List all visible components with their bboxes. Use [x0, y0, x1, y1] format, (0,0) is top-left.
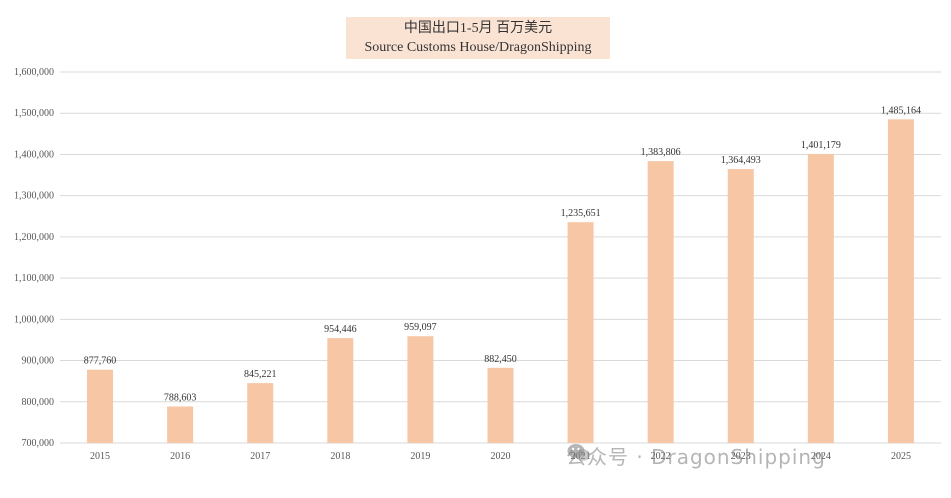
data-label: 1,485,164	[881, 105, 921, 116]
y-tick-label: 1,400,000	[14, 149, 54, 160]
y-tick-label: 1,200,000	[14, 232, 54, 243]
y-tick-label: 1,600,000	[14, 67, 54, 78]
bar-2015	[87, 369, 114, 443]
x-tick-label: 2017	[250, 451, 270, 462]
y-tick-label: 900,000	[22, 356, 55, 367]
y-tick-label: 700,000	[22, 438, 55, 449]
chart-subtitle: Source Customs House/DragonShipping	[364, 40, 592, 55]
data-label: 1,235,651	[561, 208, 601, 219]
watermark: 公众号 · DragonShipping	[566, 440, 826, 470]
chart-title: 中国出口1-5月 百万美元	[403, 21, 553, 36]
x-tick-label: 2024	[811, 451, 831, 462]
bar-2017	[247, 383, 274, 443]
wechat-icon	[567, 444, 590, 461]
x-tick-label: 2022	[651, 451, 671, 462]
data-label: 877,760	[84, 356, 117, 367]
bar-2025	[887, 119, 914, 443]
bar-2021	[567, 222, 594, 443]
bar-2023	[727, 169, 754, 443]
x-tick-label: 2025	[891, 451, 911, 462]
bar-2022	[647, 161, 674, 443]
y-tick-label: 1,300,000	[14, 191, 54, 202]
bar-2024	[807, 153, 834, 443]
x-tick-label: 2015	[90, 451, 110, 462]
x-tick-label: 2016	[170, 451, 190, 462]
bar-2020	[487, 367, 514, 443]
x-tick-label: 2020	[491, 451, 511, 462]
data-label: 954,446	[324, 324, 357, 335]
y-tick-label: 1,100,000	[14, 273, 54, 284]
y-tick-label: 1,000,000	[14, 314, 54, 325]
x-tick-label: 2023	[731, 451, 751, 462]
watermark-text: 公众号 · DragonShipping	[566, 444, 826, 469]
y-tick-label: 1,500,000	[14, 108, 54, 119]
bar-2018	[327, 338, 354, 443]
data-label: 788,603	[164, 392, 197, 403]
chart-title-box: 中国出口1-5月 百万美元 Source Customs House/Drago…	[346, 17, 610, 59]
data-label: 1,383,806	[641, 147, 681, 158]
bar-2019	[407, 336, 434, 443]
data-label: 845,221	[244, 369, 277, 380]
data-label: 882,450	[484, 354, 517, 365]
data-label: 1,401,179	[801, 140, 841, 151]
data-label: 959,097	[404, 322, 437, 333]
data-label: 1,364,493	[721, 155, 761, 166]
bar-2016	[167, 406, 194, 443]
y-tick-label: 800,000	[22, 397, 55, 408]
x-tick-label: 2019	[410, 451, 430, 462]
x-tick-label: 2018	[330, 451, 350, 462]
